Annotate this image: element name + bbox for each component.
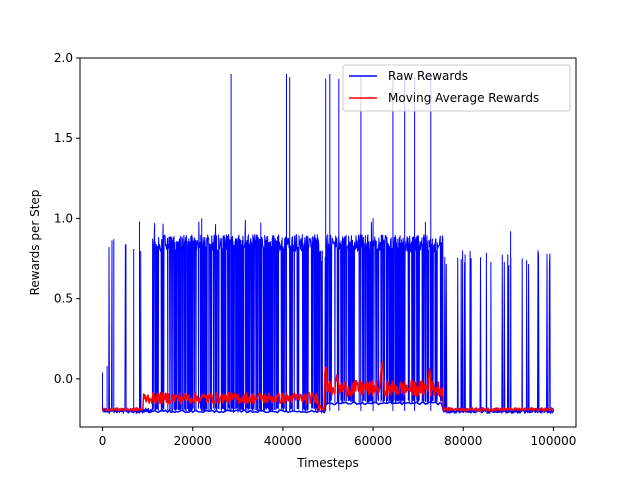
legend-label-moving-average: Moving Average Rewards (388, 91, 539, 105)
plot-area (101, 74, 555, 414)
y-tick-label: 1.0 (54, 211, 73, 225)
y-axis-label: Rewards per Step (28, 190, 42, 296)
y-tick-label: 0.5 (54, 292, 73, 306)
x-tick-label: 60000 (354, 434, 392, 448)
plot-frame (79, 57, 577, 428)
x-axis-label: Timesteps (296, 456, 359, 470)
x-tick-label: 80000 (444, 434, 482, 448)
x-tick-label: 100000 (531, 434, 577, 448)
legend-box (342, 64, 571, 112)
series-raw-rewards-line (102, 74, 555, 414)
y-tick-label: 2.0 (54, 51, 73, 65)
series-moving-average-line (101, 361, 554, 412)
legend: Raw Rewards Moving Average Rewards (342, 64, 571, 112)
y-axis: 0.0 0.5 1.0 1.5 2.0 (54, 51, 80, 386)
x-tick-label: 40000 (264, 434, 302, 448)
x-tick-label: 0 (99, 434, 107, 448)
legend-label-raw-rewards: Raw Rewards (388, 69, 468, 83)
y-tick-label: 0.0 (54, 372, 73, 386)
y-tick-label: 1.5 (54, 131, 73, 145)
x-axis: 0 20000 40000 60000 80000 100000 (99, 427, 577, 448)
x-tick-label: 20000 (174, 434, 212, 448)
